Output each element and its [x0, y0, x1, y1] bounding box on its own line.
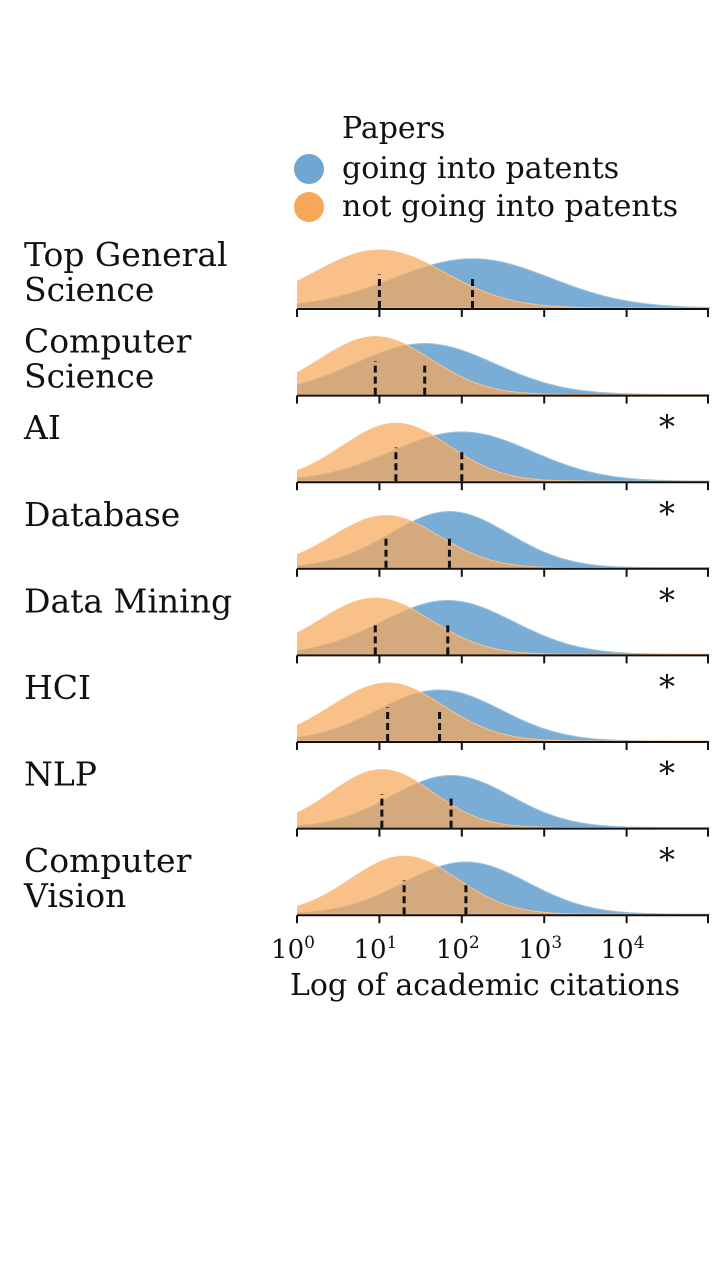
density-group — [297, 249, 710, 309]
legend-swatch — [294, 192, 324, 222]
row-label-line: HCI — [24, 668, 91, 707]
x-tick-label: 100 — [271, 933, 315, 965]
tick-base: 10 — [436, 935, 469, 965]
legend-label: not going into patents — [342, 189, 678, 224]
tick-exponent: 1 — [387, 933, 398, 953]
row-label-line: Computer — [24, 841, 192, 880]
significance-star: * — [659, 495, 675, 533]
legend-swatch — [294, 154, 324, 184]
row-label-line: Data Mining — [24, 581, 232, 620]
row-label-line: AI — [23, 408, 61, 447]
density-group — [297, 855, 710, 915]
x-tick-label: 104 — [601, 933, 645, 965]
tick-base: 10 — [601, 935, 634, 965]
row-label-line: Science — [24, 357, 154, 396]
row-label: Top General Science — [24, 235, 228, 309]
tick-exponent: 2 — [469, 933, 480, 953]
row-label-line: Computer — [24, 322, 192, 361]
tick-exponent: 0 — [304, 933, 315, 953]
ridge-row: NLP * — [24, 755, 710, 837]
tick-base: 10 — [353, 935, 386, 965]
row-label-line: Database — [24, 495, 180, 534]
row-label-line: Top General — [24, 235, 228, 274]
row-label-line: Vision — [23, 876, 126, 915]
row-label: Computer Vision — [23, 841, 192, 915]
ridge-row: Computer Science — [24, 322, 710, 404]
significance-star: * — [659, 668, 675, 706]
significance-star: * — [659, 581, 675, 619]
tick-exponent: 3 — [551, 933, 562, 953]
density-group — [297, 682, 710, 742]
ridge-row: Data Mining * — [24, 581, 710, 664]
density-group — [297, 511, 710, 569]
density-no-patents — [297, 249, 710, 309]
row-label: AI — [23, 408, 61, 447]
significance-star: * — [659, 841, 675, 879]
significance-star: * — [659, 755, 675, 793]
x-tick-label: 101 — [353, 933, 397, 965]
x-axis-label: Log of academic citations — [290, 968, 680, 1003]
tick-base: 10 — [271, 935, 304, 965]
row-label: HCI — [24, 668, 91, 707]
row-label-line: Science — [24, 270, 154, 309]
x-tick-label: 103 — [518, 933, 562, 965]
density-group — [297, 422, 710, 482]
tick-exponent: 4 — [634, 933, 645, 953]
row-label: Computer Science — [24, 322, 192, 396]
ridge-row: HCI * — [24, 668, 710, 750]
x-tick-label: 102 — [436, 933, 480, 965]
significance-star: * — [659, 408, 675, 446]
row-label: Data Mining — [24, 581, 232, 620]
density-group — [297, 336, 710, 396]
density-group — [297, 597, 710, 655]
row-label-line: NLP — [24, 755, 97, 794]
legend-label: going into patents — [342, 151, 619, 186]
ridge-row: Top General Science — [24, 235, 710, 317]
row-label: NLP — [24, 755, 97, 794]
density-group — [297, 769, 710, 829]
ridge-row: Computer Vision * — [23, 841, 710, 924]
ridge-row: AI * — [23, 408, 710, 491]
ridge-row: Database * — [24, 495, 710, 577]
legend-title: Papers — [342, 111, 445, 146]
tick-base: 10 — [518, 935, 551, 965]
row-label: Database — [24, 495, 180, 534]
